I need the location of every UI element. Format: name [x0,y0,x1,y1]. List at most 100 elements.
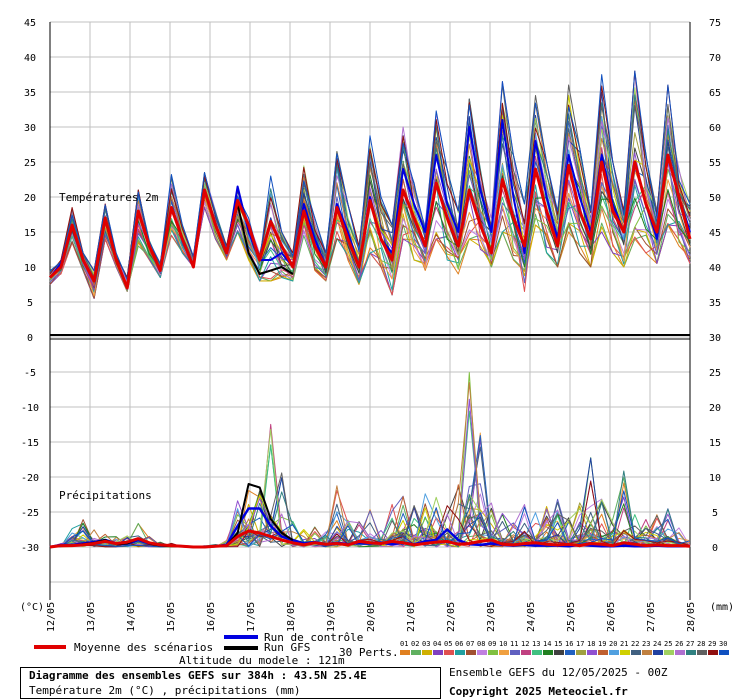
right-axis-tick-label: 20 [709,403,721,414]
perturbation-color-swatch [422,650,432,655]
legend-control-label: Run de contrôle [264,631,363,644]
perturbation-color-swatch [477,650,487,655]
perturbation-number: 09 [488,640,496,648]
right-axis-tick-label: 5 [712,508,718,519]
chart-grid [49,21,691,600]
perturbation-temperature-line [49,70,691,281]
perturbation-color-swatch [455,650,465,655]
perturbation-number: 02 [411,640,419,648]
x-axis-date-label: 28/05 [686,602,697,632]
right-axis-unit: (mm) [710,602,734,613]
x-axis-date-label: 14/05 [126,602,137,632]
perturbation-legend: 30 Perts.01 02 03 04 05 06 07 08 09 10 11 12 13 14 15 1… [339,640,729,659]
perturbation-number: 18 [587,640,595,648]
perturbation-number: 16 [565,640,573,648]
perturbation-color-swatch [521,650,531,655]
perturbation-color-swatch [554,650,564,655]
perturbation-number: 21 [620,640,628,648]
perturbation-color-swatch [664,650,674,655]
right-axis-tick-label: 50 [709,193,721,204]
footer-title: Diagramme des ensembles GEFS sur 384h : … [29,669,367,682]
right-axis-tick-label: 55 [709,158,721,169]
x-axis-date-label: 16/05 [206,602,217,632]
right-axis-tick-label: 40 [709,263,721,274]
left-axis-unit: (°C) [20,602,44,613]
right-axis-tick-label: 60 [709,123,721,134]
perturbation-number: 01 [400,640,408,648]
mean-precip-line [49,529,691,549]
perturbation-color-swatch [466,650,476,655]
x-axis-date-label: 20/05 [366,602,377,632]
right-axis-tick-label: 15 [709,438,721,449]
perturbation-color-swatch [576,650,586,655]
x-axis-date-label: 21/05 [406,602,417,632]
perturbation-color-swatch [433,650,443,655]
perturbation-color-swatch [708,650,718,655]
x-axis-date-label: 24/05 [526,602,537,632]
perturbation-color-swatch [642,650,652,655]
perturbation-precip-line [49,480,691,548]
x-axis-date-label: 19/05 [326,602,337,632]
perturbations-label: 30 Perts. [339,646,399,659]
perturbation-color-swatch [609,650,619,655]
perturbation-number: 06 [455,640,463,648]
left-axis-tick-label: 5 [27,298,33,309]
info-box: Diagramme des ensembles GEFS sur 384h : … [20,667,441,699]
perturbation-color-swatch [587,650,597,655]
x-axis-date-ticks: 12/05 13/05 14/05 15/05 16/05 17/05 18/05 19/05… [46,602,697,632]
right-axis-tick-label: 45 [709,228,721,239]
perturbation-color-swatch [653,650,663,655]
perturbation-number: 03 [422,640,430,648]
perturbation-number: 25 [664,640,672,648]
perturbation-color-swatch [400,650,410,655]
perturbation-number: 15 [554,640,562,648]
perturbation-number: 29 [708,640,716,648]
x-axis-date-label: 23/05 [486,602,497,632]
left-axis-tick-label: 20 [24,193,36,204]
perturbation-color-swatch [719,650,729,655]
left-axis-tick-label: -25 [21,508,39,519]
x-axis-date-label: 26/05 [606,602,617,632]
left-axis-tick-label: -5 [24,368,36,379]
left-axis-tick-label: -30 [21,543,39,554]
perturbation-number: 14 [543,640,551,648]
perturbation-color-swatch [510,650,520,655]
perturbation-number: 17 [576,640,584,648]
run-info: Ensemble GEFS du 12/05/2025 - 00Z [449,666,668,679]
perturbation-number: 19 [598,640,606,648]
perturbation-temperature-line [49,183,691,293]
perturbation-color-swatch [565,650,575,655]
temp-precip-separator [50,334,690,340]
perturbation-number: 28 [697,640,705,648]
perturbation-color-swatch [686,650,696,655]
copyright: Copyright 2025 Meteociel.fr [449,685,628,698]
perturbation-number: 22 [631,640,639,648]
perturbation-color-swatch [631,650,641,655]
right-axis-tick-label: 25 [709,368,721,379]
perturbation-number: 10 [499,640,507,648]
perturbation-color-swatch [675,650,685,655]
perturbation-number: 08 [477,640,485,648]
perturbation-number: 07 [466,640,474,648]
perturbation-color-swatch [543,650,553,655]
left-axis-tick-label: -20 [21,473,39,484]
left-axis-tick-label: 15 [24,228,36,239]
right-axis-tick-label: 70 [709,53,721,64]
perturbation-number: 12 [521,640,529,648]
x-axis-date-label: 12/05 [46,602,57,632]
perturbation-number: 11 [510,640,518,648]
perturbation-color-swatch [598,650,608,655]
right-axis-tick-label: 35 [709,298,721,309]
x-axis-date-label: 18/05 [286,602,297,632]
perturbation-number: 27 [686,640,694,648]
perturbation-number: 13 [532,640,540,648]
left-axis-tick-label: 30 [24,123,36,134]
main-series-lines [48,119,692,549]
right-axis-tick-label: 10 [709,473,721,484]
right-axis-tick-label: 30 [709,333,721,344]
right-axis-tick-label: 65 [709,88,721,99]
left-axis-tick-label: 10 [24,263,36,274]
right-axis-tick-label: 75 [709,18,721,29]
perturbation-color-swatch [411,650,421,655]
